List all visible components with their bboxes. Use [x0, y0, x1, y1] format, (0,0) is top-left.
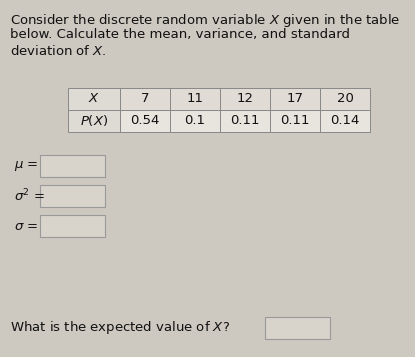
Bar [270, 88, 320, 110]
Bar [220, 110, 270, 132]
Text: $X$: $X$ [88, 92, 100, 106]
Bar [68, 88, 120, 110]
Text: deviation of $X$.: deviation of $X$. [10, 44, 107, 58]
Bar [170, 88, 220, 110]
Text: 7: 7 [141, 92, 149, 106]
Bar [40, 215, 105, 237]
Text: 11: 11 [186, 92, 203, 106]
Text: 20: 20 [337, 92, 354, 106]
Text: $P(X)$: $P(X)$ [80, 114, 108, 129]
Text: What is the expected value of $X$?: What is the expected value of $X$? [10, 320, 230, 337]
Text: 0.1: 0.1 [185, 115, 205, 127]
Bar [120, 110, 170, 132]
Bar [320, 110, 370, 132]
Bar [170, 110, 220, 132]
Text: $\sigma$ =: $\sigma$ = [14, 220, 38, 232]
Bar [68, 110, 120, 132]
Text: $\mu$ =: $\mu$ = [14, 159, 39, 173]
Bar [320, 88, 370, 110]
Bar [265, 317, 330, 339]
Text: 17: 17 [286, 92, 303, 106]
Bar [220, 88, 270, 110]
Text: 0.14: 0.14 [330, 115, 360, 127]
Bar [270, 110, 320, 132]
Text: 0.54: 0.54 [130, 115, 160, 127]
Bar [120, 88, 170, 110]
Bar [40, 185, 105, 207]
Text: 12: 12 [237, 92, 254, 106]
Bar [40, 155, 105, 177]
Text: 0.11: 0.11 [280, 115, 310, 127]
Text: $\sigma^2$ =: $\sigma^2$ = [14, 188, 45, 204]
Text: Consider the discrete random variable $X$ given in the table: Consider the discrete random variable $X… [10, 12, 400, 29]
Text: 0.11: 0.11 [230, 115, 260, 127]
Text: below. Calculate the mean, variance, and standard: below. Calculate the mean, variance, and… [10, 28, 350, 41]
